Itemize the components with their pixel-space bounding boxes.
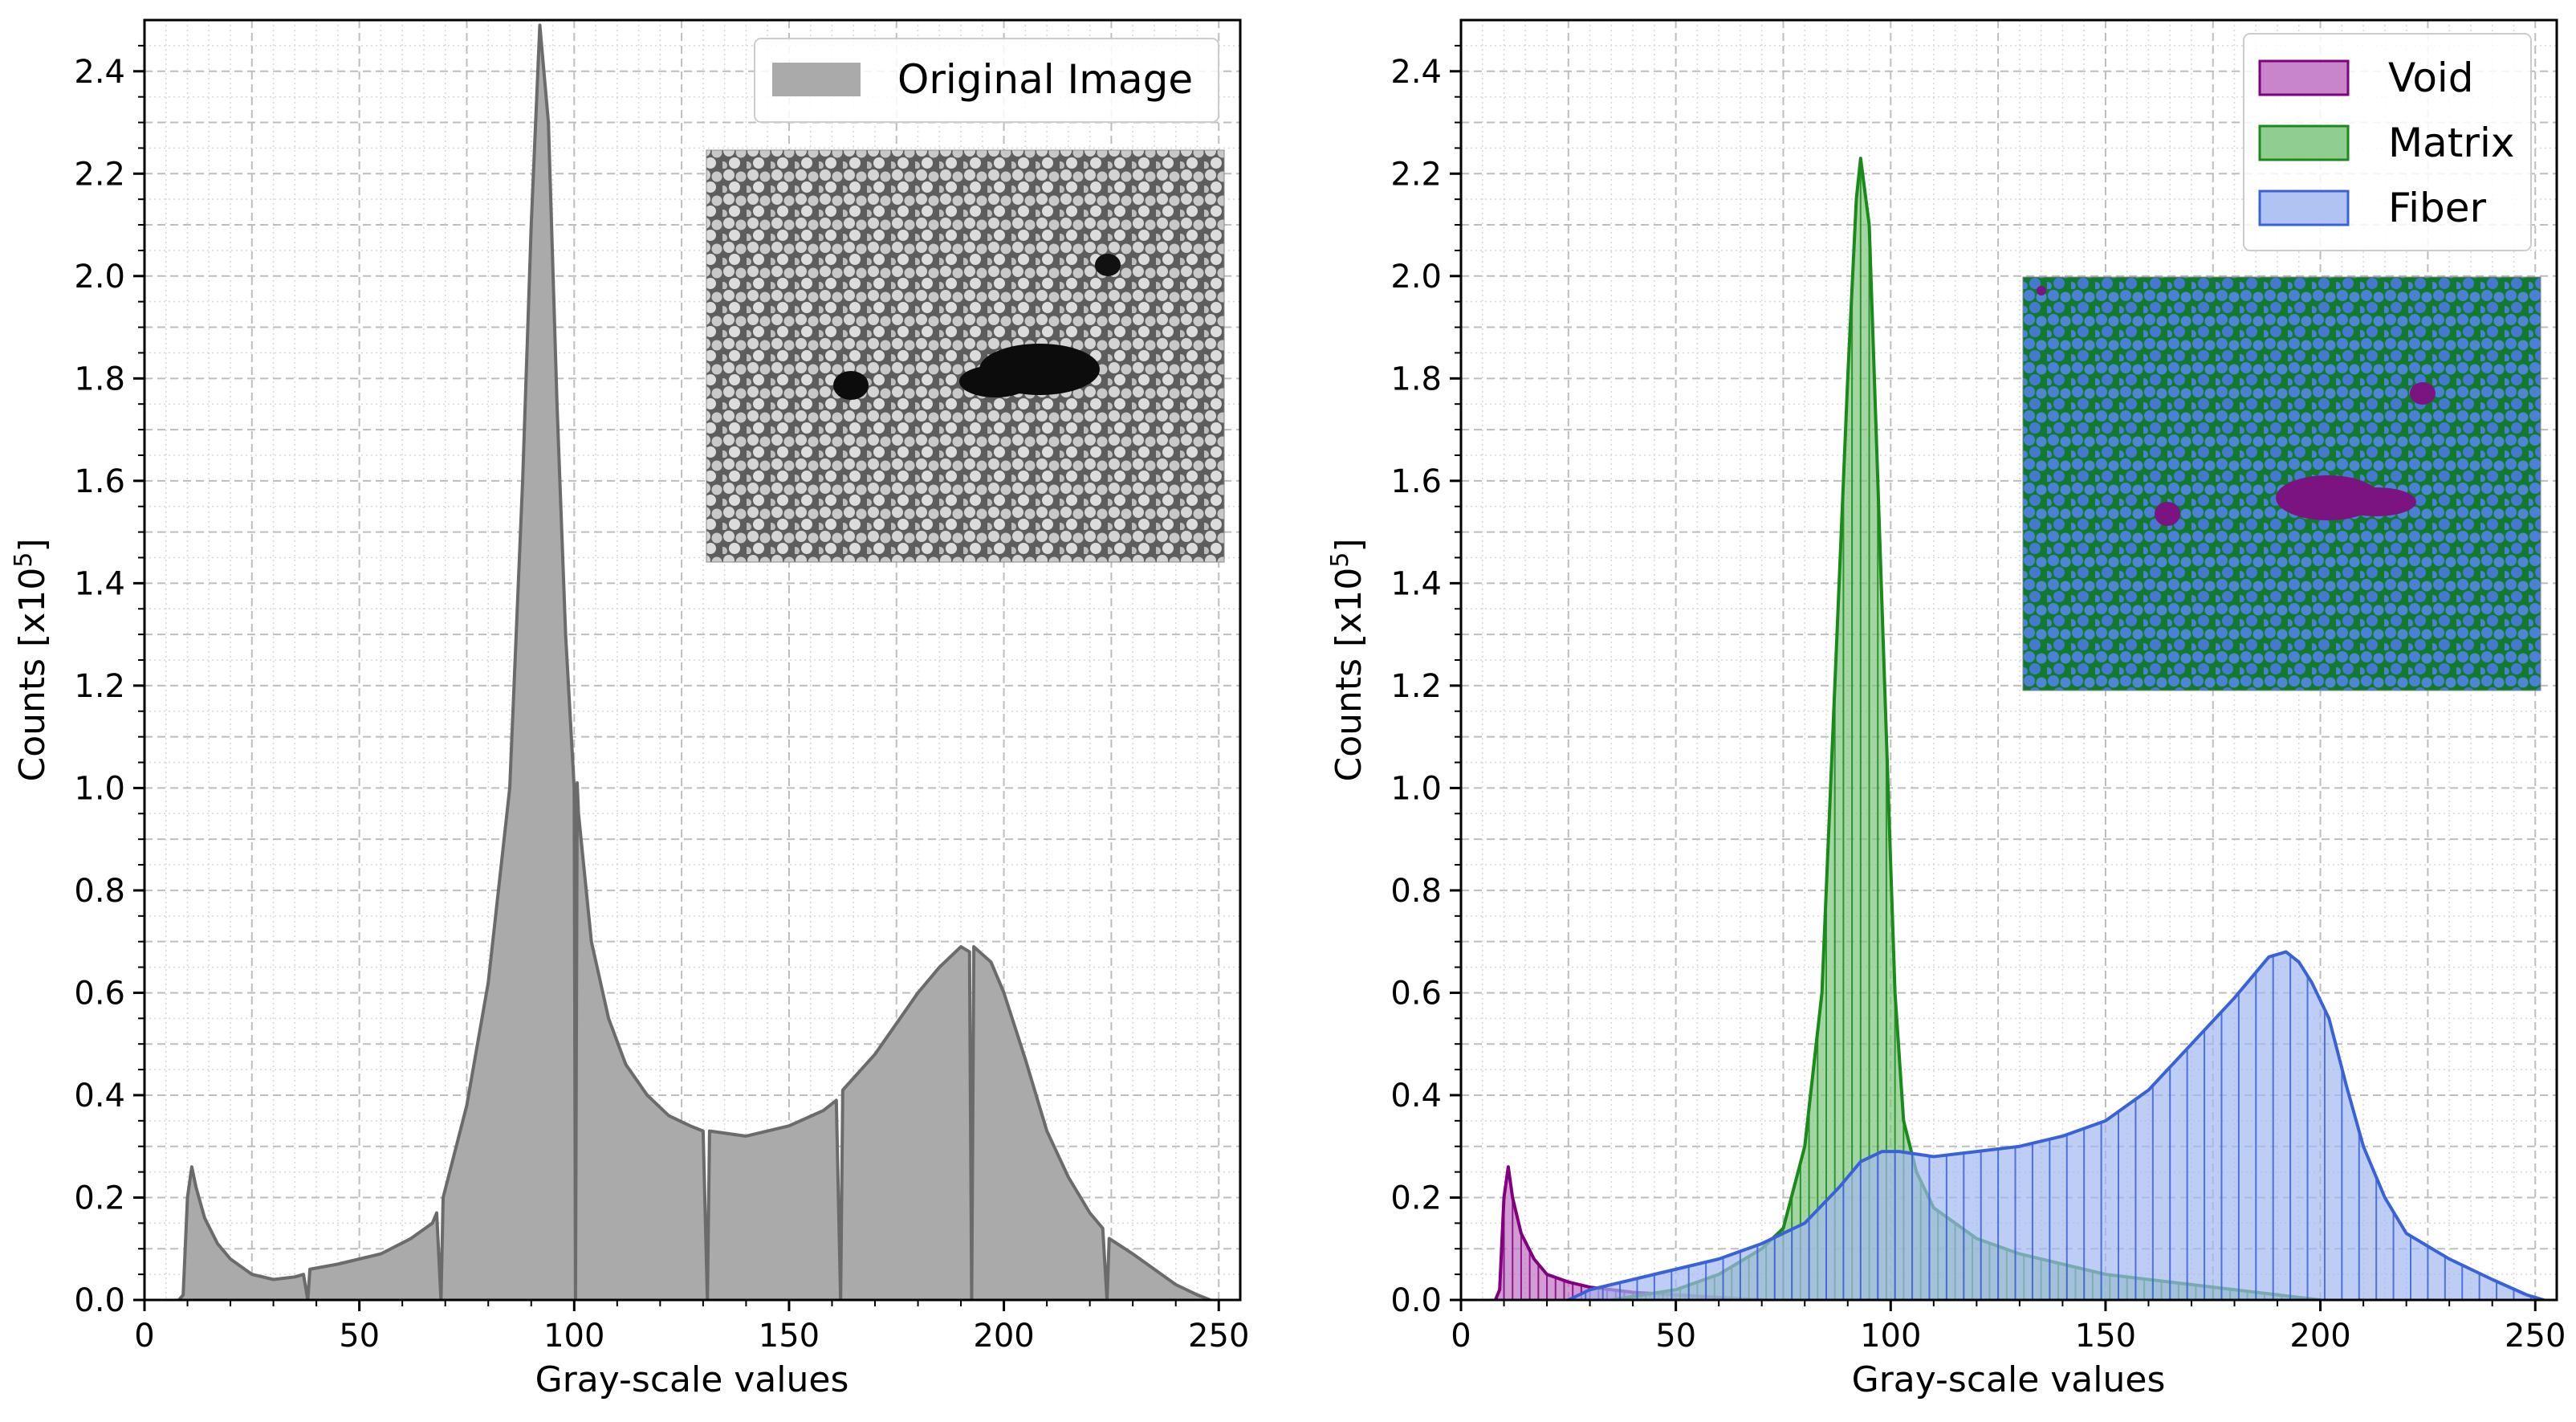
x-tick-label: 50 <box>1655 1318 1696 1355</box>
series-area-original-image <box>178 25 1211 1300</box>
legend-swatch-void <box>2258 59 2350 96</box>
y-tick-label: 1.6 <box>74 463 125 500</box>
y-tick-label: 1.4 <box>74 565 125 602</box>
x-tick-label: 250 <box>2505 1318 2566 1355</box>
right-inset-image <box>2022 276 2541 691</box>
left-y-axis-label: Counts [x105] <box>10 538 53 781</box>
left-histogram <box>177 23 1211 1300</box>
y-tick-label: 0.0 <box>74 1282 125 1319</box>
y-tick-label: 0.4 <box>1390 1078 1442 1114</box>
legend-label-fiber: Fiber <box>2388 185 2487 231</box>
right-y-axis-label: Counts [x105] <box>1326 538 1369 781</box>
y-tick-label: 1.0 <box>1390 770 1442 807</box>
x-tick-label: 100 <box>543 1318 604 1355</box>
x-tick-label: 200 <box>973 1318 1034 1355</box>
legend-swatch-original <box>772 63 861 96</box>
series-line-fiber <box>1567 950 2545 1300</box>
x-tick-label: 250 <box>1188 1318 1249 1355</box>
left-inset-image <box>706 149 1225 563</box>
x-tick-label: 100 <box>1860 1318 1921 1355</box>
legend-label-void: Void <box>2388 55 2474 101</box>
y-tick-label: 2.2 <box>1390 156 1442 193</box>
series-area-void <box>1495 1167 1762 1300</box>
right-legend: Void Matrix Fiber <box>2243 33 2532 251</box>
y-tick-label: 1.6 <box>1390 463 1442 500</box>
y-tick-label: 2.4 <box>1390 54 1442 91</box>
left-legend: Original Image <box>754 38 1219 123</box>
y-tick-label: 0.8 <box>1390 873 1442 910</box>
y-tick-label: 2.0 <box>74 259 125 295</box>
x-tick-label: 50 <box>339 1318 380 1355</box>
x-tick-label: 150 <box>759 1318 820 1355</box>
y-tick-label: 0.0 <box>1390 1282 1442 1319</box>
y-tick-label: 1.8 <box>1390 361 1442 397</box>
legend-swatch-fiber <box>2258 189 2350 226</box>
y-tick-label: 0.6 <box>1390 975 1442 1012</box>
y-tick-label: 0.2 <box>74 1180 125 1216</box>
legend-label-original: Original Image <box>897 56 1193 103</box>
series-line-original-image <box>177 23 1211 1300</box>
left-axes: 0 50 100 150 200 250 0.0 0.2 0.4 0.6 0.8 1.0 1.2 1.4 1… <box>74 44 1249 1355</box>
y-tick-label: 0.4 <box>74 1078 125 1114</box>
y-tick-label: 0.8 <box>74 873 125 910</box>
left-panel: 0 50 100 150 200 250 0.0 0.2 0.4 0.6 0.8 1.0 1.2 1.4 1… <box>10 18 1249 1400</box>
y-tick-label: 1.2 <box>1390 668 1442 705</box>
left-axes-frame <box>143 18 1242 1302</box>
y-tick-label: 0.6 <box>74 975 125 1012</box>
x-tick-label: 0 <box>134 1318 154 1355</box>
right-histograms <box>1493 157 2545 1300</box>
right-axes-frame <box>1459 18 2558 1302</box>
y-tick-label: 2.4 <box>74 54 125 91</box>
y-tick-label: 1.0 <box>74 770 125 807</box>
right-x-axis-label: Gray-scale values <box>1852 1359 2166 1400</box>
y-tick-label: 2.0 <box>1390 259 1442 295</box>
y-tick-label: 1.8 <box>74 361 125 397</box>
x-tick-label: 150 <box>2075 1318 2136 1355</box>
right-axes: 0 50 100 150 200 250 0.0 0.2 0.4 0.6 0.8 1.0 1.2 1.4 1… <box>1390 44 2566 1355</box>
legend-label-matrix: Matrix <box>2388 120 2514 166</box>
y-tick-label: 2.2 <box>74 156 125 193</box>
left-x-axis-label: Gray-scale values <box>535 1359 849 1400</box>
legend-swatch-matrix <box>2258 124 2350 161</box>
right-panel: 0 50 100 150 200 250 0.0 0.2 0.4 0.6 0.8 1.0 1.2 1.4 1… <box>1326 18 2566 1400</box>
series-area-fiber <box>1568 951 2544 1300</box>
y-tick-label: 1.2 <box>74 668 125 705</box>
x-tick-label: 200 <box>2289 1318 2350 1355</box>
x-tick-label: 0 <box>1451 1318 1471 1355</box>
y-tick-label: 1.4 <box>1390 565 1442 602</box>
y-tick-label: 0.2 <box>1390 1180 1442 1216</box>
